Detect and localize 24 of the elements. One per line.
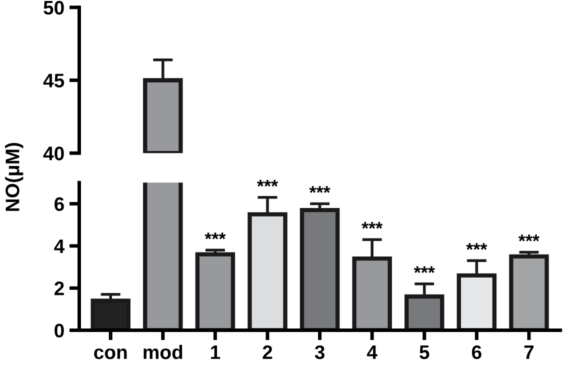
annotation: ***	[257, 180, 278, 187]
x-tick-label: 2	[262, 345, 272, 359]
x-tick-label: 3	[314, 345, 324, 360]
y-tick-label: 4	[54, 240, 65, 253]
x-tick-label: 1	[211, 346, 220, 359]
annotation: ***	[414, 266, 435, 274]
y-tick-label: 2	[54, 282, 64, 296]
annotation: ***	[204, 232, 226, 240]
y-tick-label: 40	[43, 146, 64, 160]
x-tick-label: con	[94, 348, 127, 360]
x-tick-label: 4	[366, 346, 378, 359]
x-tick-label: mod	[144, 344, 182, 360]
annotation: ***	[466, 243, 488, 250]
x-tick-label: 7	[524, 346, 534, 359]
x-tick-label: 6	[472, 345, 482, 360]
y-tick-label: 6	[54, 197, 64, 211]
y-tick-label: 45	[43, 74, 64, 88]
annotation: ***	[518, 234, 540, 242]
y-axis-title: NO(μM)	[5, 142, 24, 211]
annotation: ***	[309, 186, 330, 193]
x-tick-label: 5	[420, 346, 430, 360]
annotation: ***	[362, 222, 383, 229]
y-tick-label: 0	[54, 324, 64, 338]
y-tick-label: 50	[44, 0, 64, 15]
